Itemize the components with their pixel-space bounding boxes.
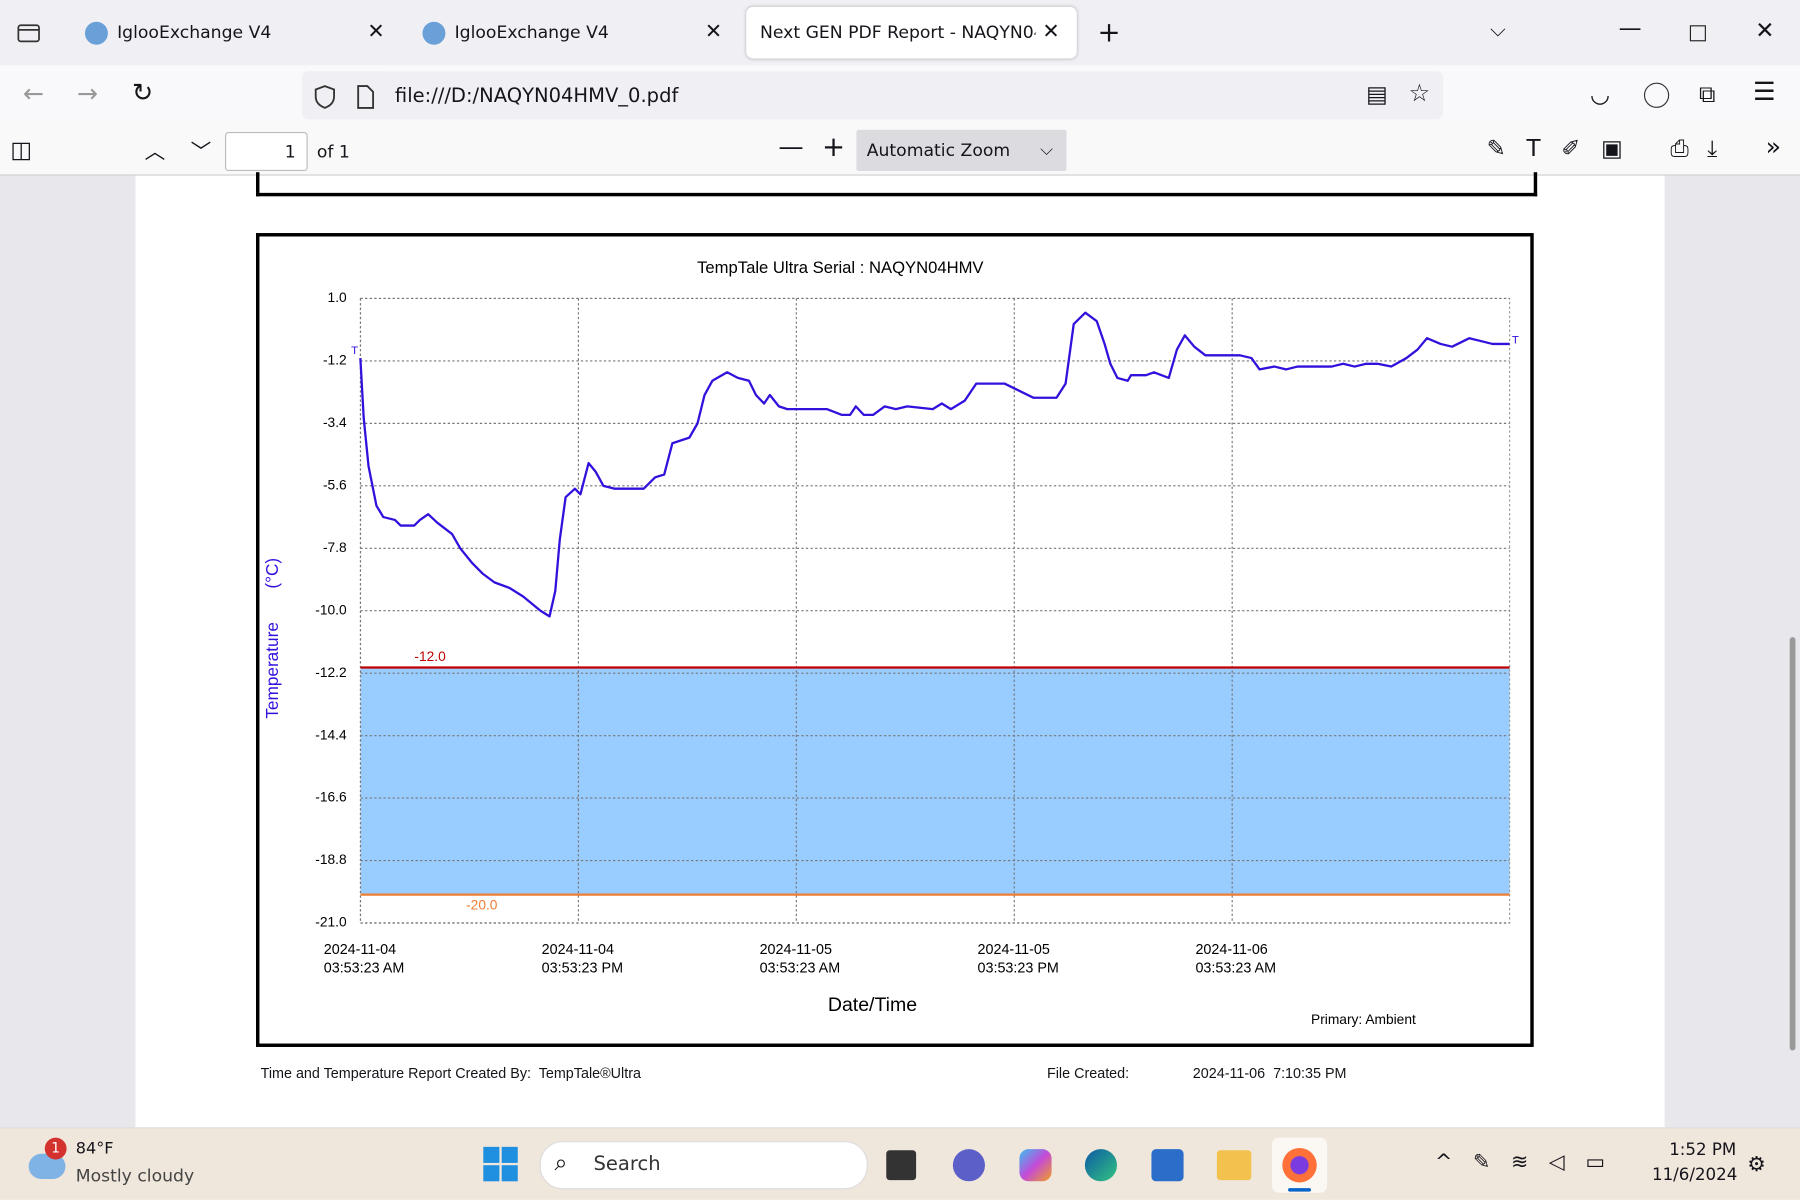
app-icon[interactable] (1019, 1149, 1052, 1182)
page-count: of 1 (316, 141, 350, 162)
clock-date[interactable]: 11/6/2024 (1651, 1166, 1738, 1185)
print-save[interactable]: ⎙⤓ (1670, 134, 1736, 162)
page-input[interactable] (225, 132, 308, 172)
tab-title[interactable]: Next GEN PDF Report - NAQYN04HMV (759, 21, 1036, 43)
y-tick-label: -14.4 (315, 727, 347, 742)
chart: TempTale Ultra Serial : NAQYN04HMV 1.0 -1.… (262, 258, 1519, 1027)
favicon (422, 21, 446, 45)
x-tick-label: 2024-11-05 03:53:23 PM (977, 941, 1059, 976)
tab-close[interactable]: ✕ (704, 19, 723, 44)
search-icon: ⌕ (554, 1148, 568, 1176)
report-created-by: Time and Temperature Report Created By: … (260, 1065, 641, 1082)
tab-title[interactable]: IglooExchange V4 (454, 21, 609, 43)
trip-marker: T (351, 345, 358, 357)
active-tab[interactable]: Next GEN PDF Report - NAQYN04HMV ✕ (746, 6, 1077, 59)
file-created-label: File Created: (1046, 1065, 1130, 1082)
y-tick-label: -16.6 (315, 790, 347, 805)
minimize[interactable]: — (1618, 13, 1642, 42)
temperature[interactable]: 84°F (75, 1139, 114, 1159)
search-box[interactable] (539, 1141, 868, 1190)
notifications[interactable]: ⚙ (1747, 1152, 1766, 1177)
y-tick-label: 1.0 (328, 290, 347, 305)
menu[interactable]: ☰ (1752, 78, 1776, 107)
pocket[interactable]: ◡ (1589, 80, 1611, 108)
zoom-select[interactable] (856, 129, 1067, 172)
x-tick-label: 2024-11-06 03:53:23 AM (1195, 941, 1277, 976)
x-tick-label: 2024-11-04 03:53:23 AM (323, 941, 405, 976)
tab-overflow[interactable]: ⌵ (1490, 18, 1506, 43)
tab-list-icon[interactable] (16, 21, 44, 46)
account[interactable] (1643, 82, 1670, 108)
threshold-label: -20.0 (466, 898, 498, 913)
sidebar-toggle[interactable]: ◫ (10, 135, 33, 164)
url-icons (314, 85, 375, 109)
start-button[interactable] (482, 1146, 519, 1183)
zoom-in[interactable]: + (821, 130, 846, 164)
page-number[interactable]: 1 (284, 141, 296, 162)
active-indicator (1288, 1188, 1312, 1192)
x-axis-label: Date/Time (828, 994, 917, 1016)
close-window[interactable]: ✕ (1755, 16, 1775, 44)
zoom-out[interactable]: — (778, 133, 804, 162)
chart-frame: TempTale Ultra Serial : NAQYN04HMV 1.0 -1.… (256, 233, 1534, 1047)
y-tick-label: -3.4 (323, 415, 347, 430)
x-tick-label: 2024-11-05 03:53:23 AM (759, 941, 841, 976)
bookmark[interactable]: ☆ (1408, 79, 1431, 107)
app-icon[interactable] (1084, 1149, 1118, 1182)
tab-close[interactable]: ✕ (1042, 19, 1060, 44)
legend-entry: Primary: Ambient (1311, 1012, 1416, 1027)
reader-view[interactable]: ▤ (1366, 80, 1388, 108)
y-tick-label: -12.2 (315, 665, 346, 680)
y-tick-label: -7.8 (323, 540, 347, 555)
y-tick-label: -21.0 (315, 915, 347, 930)
threshold-label: -12.0 (414, 649, 446, 664)
extensions[interactable]: ⧉ (1699, 80, 1716, 108)
app-icon[interactable] (886, 1150, 917, 1181)
tab-title[interactable]: IglooExchange V4 (117, 21, 272, 43)
restore[interactable] (1689, 25, 1706, 42)
pdf-tools[interactable]: ✎T✐▣ (1486, 134, 1644, 162)
zoom-value[interactable]: Automatic Zoom (866, 140, 1011, 161)
y-axis-label: Temperature (°C) (262, 558, 282, 719)
scrollbar-thumb[interactable] (1789, 637, 1796, 1051)
app-icon[interactable] (1216, 1150, 1252, 1181)
y-tick-label: -10.0 (315, 602, 347, 617)
firefox-icon[interactable] (1282, 1148, 1317, 1183)
file-created: 2024-11-06 7:10:35 PM (1192, 1065, 1347, 1082)
chart-title: TempTale Ultra Serial : NAQYN04HMV (697, 258, 984, 277)
y-tick-label: -18.8 (315, 852, 347, 867)
url-bar[interactable] (301, 71, 1444, 120)
back[interactable]: ← (22, 80, 45, 110)
threshold-band (360, 667, 1510, 895)
reload[interactable]: ↻ (132, 79, 154, 108)
prev-page[interactable]: ︿ (144, 140, 166, 165)
forward[interactable]: → (76, 80, 99, 110)
trip-marker: T (1512, 334, 1519, 346)
previous-box (256, 172, 1538, 197)
app-icon[interactable] (1151, 1149, 1184, 1182)
y-tick-label: -1.2 (323, 353, 347, 368)
url[interactable]: file:///D:/NAQYN04HMV_0.pdf (394, 84, 679, 108)
new-tab[interactable]: + (1097, 16, 1121, 49)
weather[interactable]: Mostly cloudy (75, 1165, 195, 1186)
tab-close[interactable]: ✕ (367, 19, 385, 44)
app-icon[interactable] (952, 1149, 985, 1182)
more-tools[interactable]: » (1765, 133, 1782, 162)
next-page[interactable]: ﹀ (190, 140, 212, 165)
favicon (84, 21, 108, 45)
clock-time[interactable]: 1:52 PM (1669, 1141, 1737, 1160)
search-text[interactable]: Search (593, 1152, 661, 1176)
tray-icons[interactable]: ^✎≋◁▭ (1435, 1150, 1626, 1175)
zoom-arrow: ⌵ (1040, 138, 1054, 160)
badge: 1 (44, 1137, 67, 1160)
y-tick-label: -5.6 (323, 477, 347, 492)
temperature-line (359, 311, 1510, 618)
x-tick-label: 2024-11-04 03:53:23 PM (541, 941, 624, 976)
